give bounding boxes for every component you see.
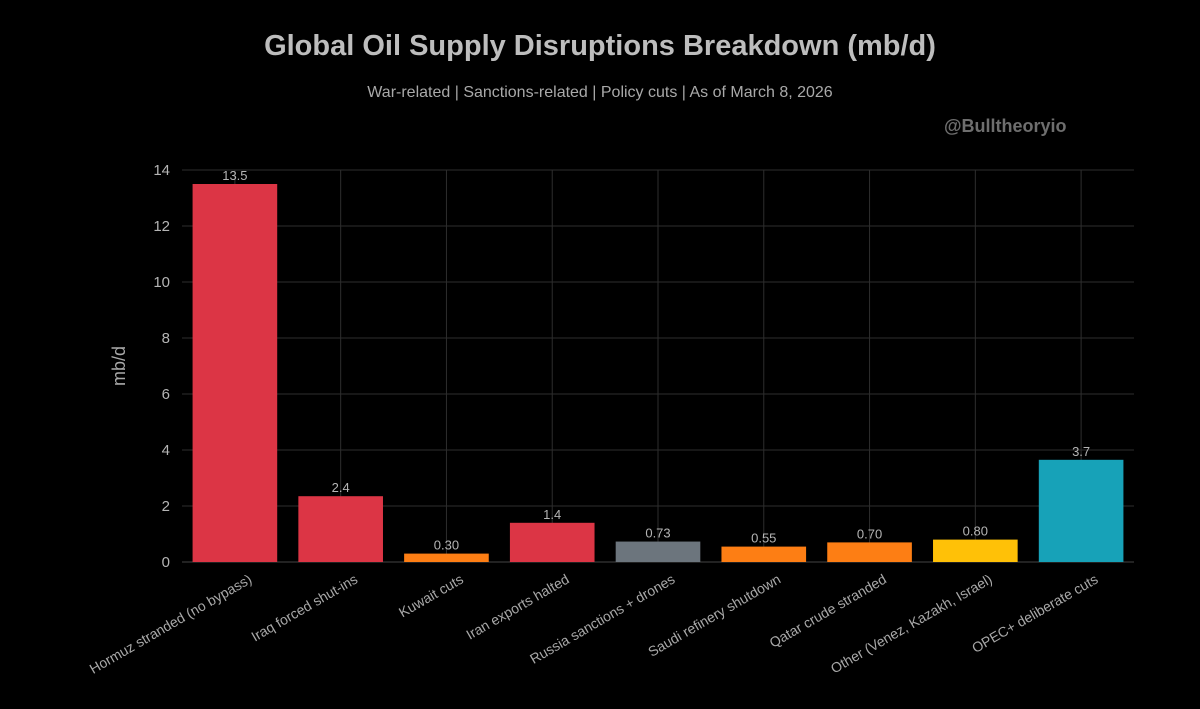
bar-value-label: 0.80 bbox=[963, 524, 988, 539]
bar bbox=[615, 541, 701, 562]
bar bbox=[509, 522, 595, 562]
bar-value-label: 13.5 bbox=[222, 168, 247, 183]
bar-value-label: 0.55 bbox=[751, 531, 776, 546]
bar bbox=[721, 546, 807, 562]
x-axis-categories: Hormuz stranded (no bypass)Iraq forced s… bbox=[87, 571, 1101, 677]
bar bbox=[1038, 459, 1124, 562]
chart-subtitle: War-related | Sanctions-related | Policy… bbox=[367, 84, 833, 101]
x-category-label: Iran exports halted bbox=[463, 571, 571, 643]
y-tick-label: 2 bbox=[162, 498, 170, 515]
bar bbox=[933, 539, 1018, 562]
y-tick-label: 10 bbox=[153, 274, 170, 291]
y-tick-label: 4 bbox=[162, 442, 170, 459]
bar-value-label: 0.70 bbox=[857, 526, 882, 541]
data-labels: 13.5 2.4 0.30 1.4 0.73 0.55 0.70 0.80 3.7 bbox=[222, 168, 1090, 553]
chart-title: Global Oil Supply Disruptions Breakdown … bbox=[264, 30, 936, 62]
bars bbox=[192, 184, 1124, 562]
y-tick-label: 0 bbox=[162, 554, 170, 571]
x-category-label: Iraq forced shut-ins bbox=[248, 571, 360, 645]
x-category-label: Kuwait cuts bbox=[396, 571, 466, 621]
bar-value-label: 2.4 bbox=[332, 480, 350, 495]
bar bbox=[298, 496, 383, 562]
watermark-handle: @Bulltheoryio bbox=[944, 116, 1067, 136]
bar-value-label: 0.73 bbox=[645, 526, 670, 541]
y-tick-label: 6 bbox=[162, 386, 170, 403]
bar-value-label: 1.4 bbox=[543, 507, 561, 522]
grid-lines bbox=[182, 169, 1134, 563]
bar-value-label: 3.7 bbox=[1072, 444, 1090, 459]
bar bbox=[192, 184, 278, 562]
bar bbox=[827, 542, 912, 562]
bar bbox=[404, 553, 489, 562]
bar-value-label: 0.30 bbox=[434, 538, 459, 553]
x-category-label: Hormuz stranded (no bypass) bbox=[87, 571, 255, 677]
y-axis-label: mb/d bbox=[109, 346, 129, 386]
y-tick-label: 14 bbox=[153, 162, 170, 179]
y-tick-label: 8 bbox=[162, 330, 170, 347]
y-axis: 0 2 4 6 8 10 12 14 bbox=[153, 162, 170, 571]
y-tick-label: 12 bbox=[153, 218, 170, 235]
